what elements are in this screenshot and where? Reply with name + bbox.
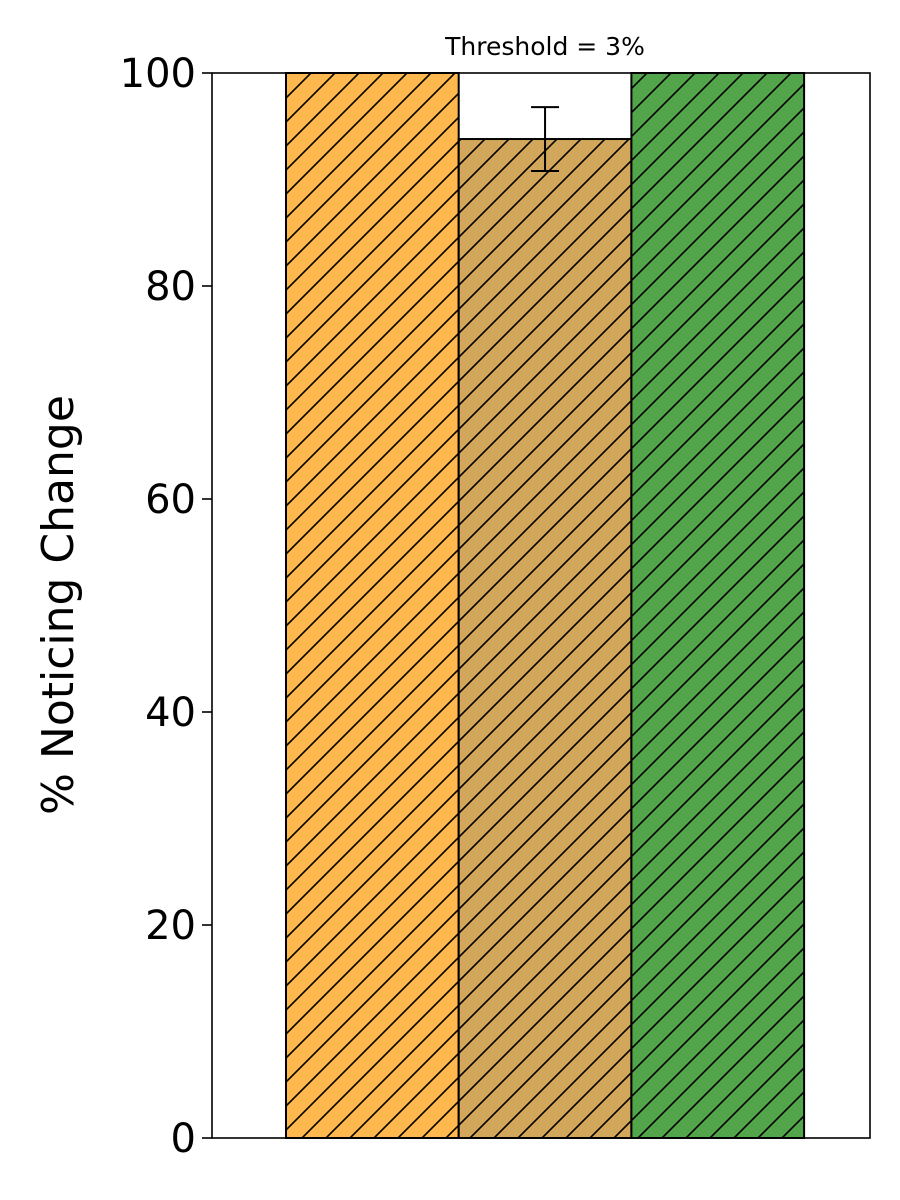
bar-1-hatch	[285, 72, 460, 1139]
error-bars-group	[531, 106, 560, 172]
bar-3-hatch	[630, 72, 806, 1139]
bars-group	[285, 72, 806, 1139]
y-axis-label: % Noticing Change	[33, 395, 84, 815]
y-tick-label-0: 0	[171, 1116, 196, 1162]
y-ticks-group: 0 20 40 60 80 100	[120, 51, 212, 1162]
y-tick-label-60: 60	[145, 477, 196, 523]
bar-2-hatch	[457, 138, 633, 1139]
plot-frame	[211, 72, 871, 1139]
chart-title: Threshold = 3%	[444, 32, 645, 61]
y-tick-label-40: 40	[145, 690, 196, 736]
y-tick-label-20: 20	[145, 903, 196, 949]
y-tick-label-100: 100	[120, 51, 196, 97]
y-tick-label-80: 80	[145, 264, 196, 310]
